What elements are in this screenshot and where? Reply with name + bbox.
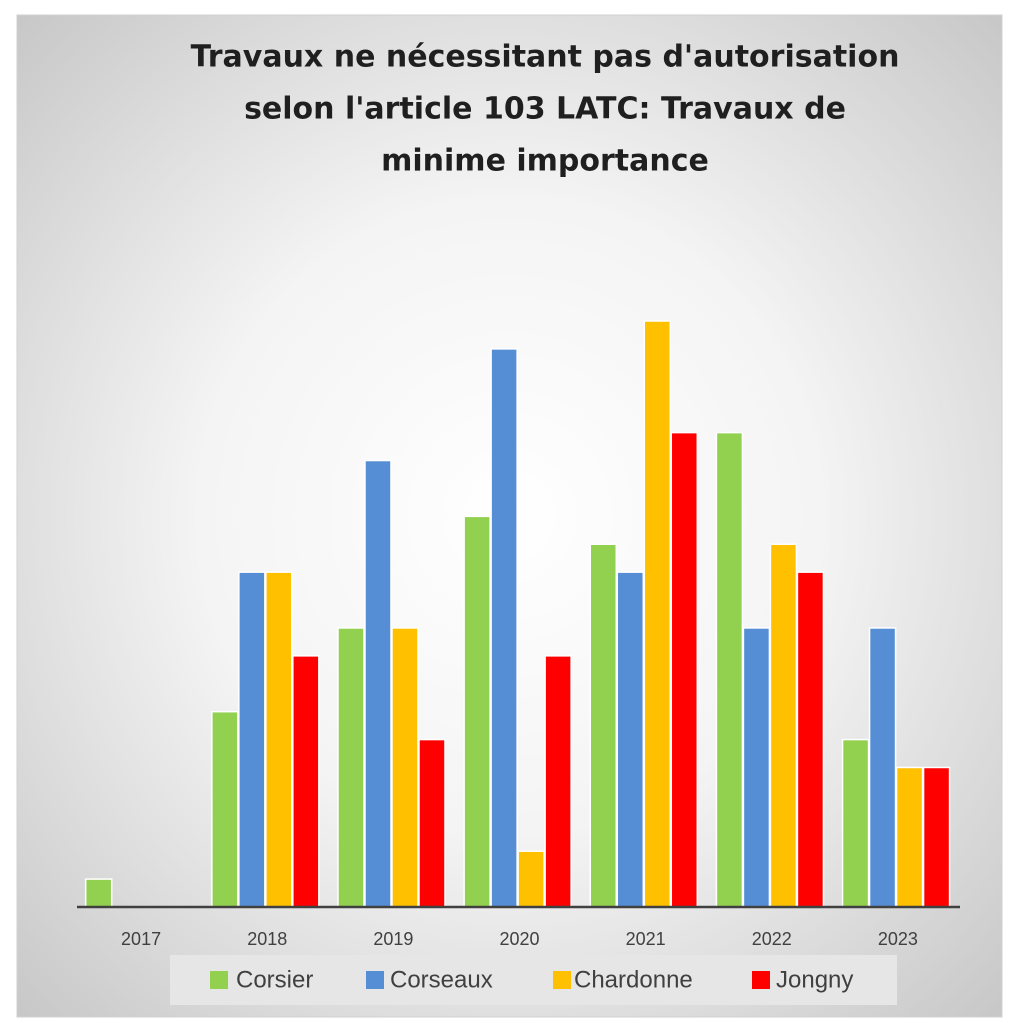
bar <box>364 459 392 908</box>
bar <box>769 543 798 908</box>
bar <box>517 850 545 908</box>
bar <box>418 738 446 908</box>
chart-title: selon l'article 103 LATC: Travaux de <box>244 92 846 127</box>
legend-swatch <box>210 971 228 989</box>
bar <box>643 320 672 908</box>
bar <box>670 431 699 908</box>
bar <box>391 627 419 908</box>
bar <box>544 655 572 908</box>
bar <box>796 571 825 908</box>
chart-title: Travaux ne nécessitant pas d'autorisatio… <box>191 40 900 75</box>
bar <box>742 627 771 908</box>
x-tick-label: 2017 <box>121 929 161 949</box>
legend-swatch <box>366 971 384 989</box>
bar <box>84 878 113 908</box>
legend-label: Jongny <box>776 966 853 993</box>
bar <box>589 543 618 908</box>
legend-label: Corsier <box>236 966 313 993</box>
bar <box>895 766 924 908</box>
bar <box>715 431 744 908</box>
legend-swatch <box>752 971 770 989</box>
bar <box>265 571 293 908</box>
bar <box>841 738 870 908</box>
legend-box <box>170 955 897 1005</box>
bar <box>337 627 365 908</box>
x-tick-label: 2022 <box>752 929 792 949</box>
x-tick-label: 2021 <box>626 929 666 949</box>
x-tick-label: 2023 <box>878 929 918 949</box>
x-tick-label: 2018 <box>247 929 287 949</box>
bar <box>211 710 239 908</box>
bar <box>616 571 645 908</box>
bar <box>922 766 951 908</box>
bar <box>463 515 491 908</box>
bar <box>490 348 518 908</box>
x-tick-label: 2019 <box>373 929 413 949</box>
chart-title: minime importance <box>381 144 709 179</box>
legend-label: Chardonne <box>574 966 693 993</box>
bar <box>868 627 897 908</box>
bar <box>238 571 266 908</box>
bar <box>292 655 320 908</box>
legend-swatch <box>553 971 571 989</box>
legend-label: Corseaux <box>390 966 493 993</box>
x-tick-label: 2020 <box>499 929 539 949</box>
